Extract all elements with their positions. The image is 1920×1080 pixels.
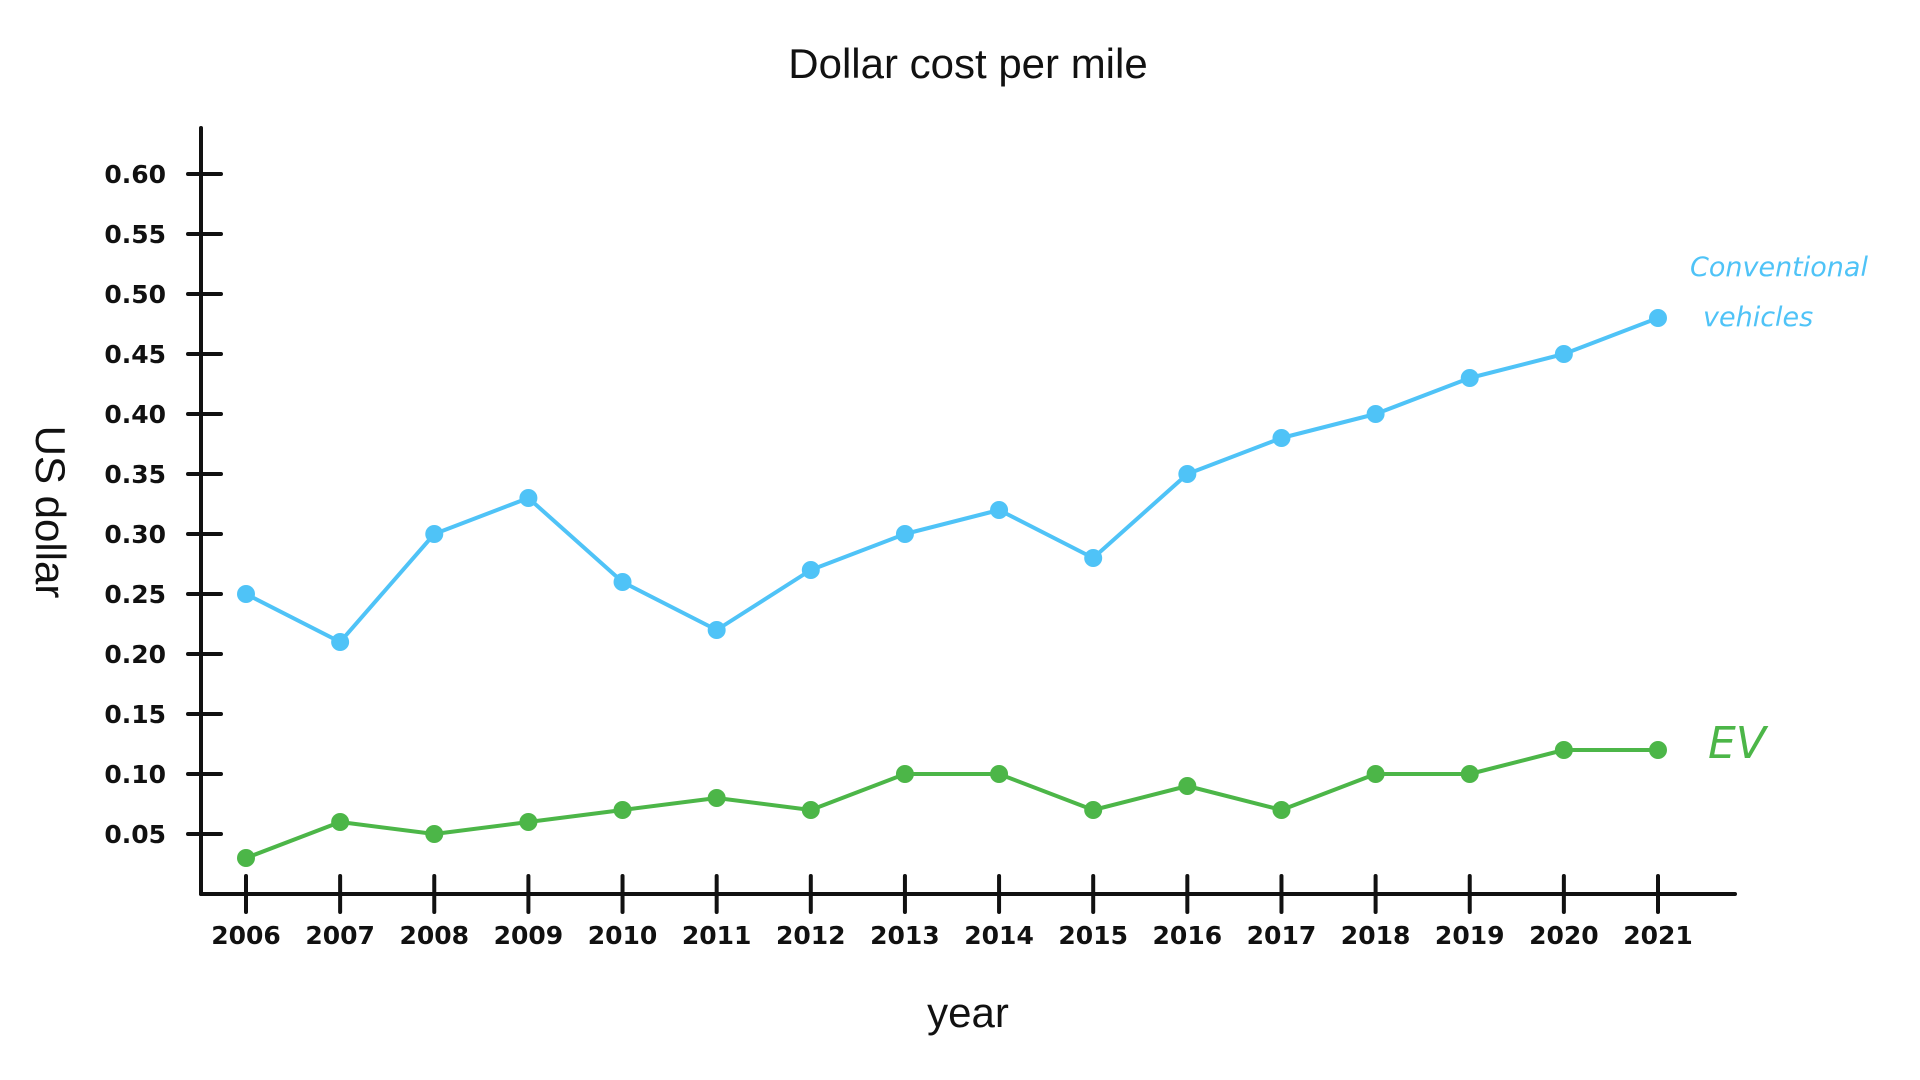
- series-label: Conventional vehicles: [1690, 252, 1868, 333]
- series-line: [244, 316, 1660, 644]
- data-point: [237, 849, 255, 867]
- chart-title: Dollar cost per mile: [788, 40, 1147, 87]
- data-point: [1084, 801, 1103, 819]
- x-tick-label: 2010: [588, 921, 658, 950]
- series-label-line: vehicles: [1703, 302, 1813, 333]
- x-tick-label: 2007: [305, 921, 375, 950]
- y-tick-label: 0.55: [104, 220, 166, 249]
- data-point: [895, 525, 914, 543]
- y-tick-label: 0.10: [104, 760, 166, 789]
- data-point: [707, 789, 726, 807]
- y-tick-label: 0.20: [104, 640, 166, 669]
- data-point: [331, 813, 350, 831]
- y-tick-label: 0.15: [104, 700, 166, 729]
- data-point: [613, 573, 632, 591]
- data-point: [1178, 777, 1197, 795]
- data-point: [1554, 741, 1573, 759]
- data-point: [425, 825, 444, 843]
- data-point: [1272, 801, 1291, 819]
- series-line: [244, 748, 1660, 860]
- data-point: [1366, 765, 1385, 783]
- y-axis-ticks: 0.05 0.10 0.15 0.20 0.25 0.30 0.35 0.40 0.45 0.50…: [104, 160, 223, 849]
- x-tick-label: 2020: [1529, 921, 1599, 950]
- y-tick-label: 0.40: [104, 400, 166, 429]
- data-point: [1460, 369, 1479, 387]
- series-label-line: EV: [1708, 718, 1769, 769]
- x-tick-label: 2014: [964, 921, 1034, 950]
- y-tick-label: 0.35: [104, 460, 166, 489]
- x-axis-label: year: [927, 989, 1009, 1036]
- y-tick-label: 0.05: [104, 820, 166, 849]
- data-point: [1084, 549, 1103, 567]
- data-point: [1460, 765, 1479, 783]
- data-point: [801, 801, 820, 819]
- data-point: [1649, 309, 1667, 327]
- data-point: [707, 621, 726, 639]
- y-tick-label: 0.45: [104, 340, 166, 369]
- data-point: [801, 561, 820, 579]
- x-tick-label: 2006: [211, 921, 281, 950]
- y-tick-label: 0.30: [104, 520, 166, 549]
- data-point: [1178, 465, 1197, 483]
- data-point: [990, 765, 1009, 783]
- series-1: [237, 741, 1667, 867]
- y-tick-label: 0.25: [104, 580, 166, 609]
- series-labels: Conventional vehicles EV: [1690, 252, 1868, 769]
- x-tick-label: 2021: [1623, 921, 1693, 950]
- data-point: [990, 501, 1009, 519]
- series-label: EV: [1708, 718, 1769, 769]
- x-tick-label: 2015: [1058, 921, 1128, 950]
- data-point: [519, 489, 538, 507]
- x-tick-label: 2016: [1153, 921, 1223, 950]
- data-point: [895, 765, 914, 783]
- x-tick-label: 2008: [399, 921, 469, 950]
- series-0: [237, 309, 1667, 651]
- y-axis-label: US dollar: [27, 426, 74, 599]
- x-tick-label: 2013: [870, 921, 940, 950]
- data-point: [237, 585, 255, 603]
- data-point: [1649, 741, 1667, 759]
- x-tick-label: 2017: [1247, 921, 1317, 950]
- x-tick-label: 2011: [682, 921, 752, 950]
- series-label-line: Conventional: [1690, 252, 1868, 283]
- x-tick-label: 2012: [776, 921, 846, 950]
- x-tick-label: 2009: [494, 921, 564, 950]
- data-point: [613, 801, 632, 819]
- data-point: [519, 813, 538, 831]
- data-point: [425, 525, 444, 543]
- data-point: [1272, 429, 1291, 447]
- data-point: [1366, 405, 1385, 423]
- x-tick-label: 2018: [1341, 921, 1411, 950]
- y-tick-label: 0.50: [104, 280, 166, 309]
- series-layer: [237, 309, 1667, 867]
- x-axis-ticks: 2006 2007 2008 2009 2010 2011 2012 2013 2014 2015…: [211, 874, 1693, 950]
- data-point: [331, 633, 350, 651]
- x-tick-label: 2019: [1435, 921, 1505, 950]
- data-point: [1554, 345, 1573, 363]
- y-tick-label: 0.60: [104, 160, 166, 189]
